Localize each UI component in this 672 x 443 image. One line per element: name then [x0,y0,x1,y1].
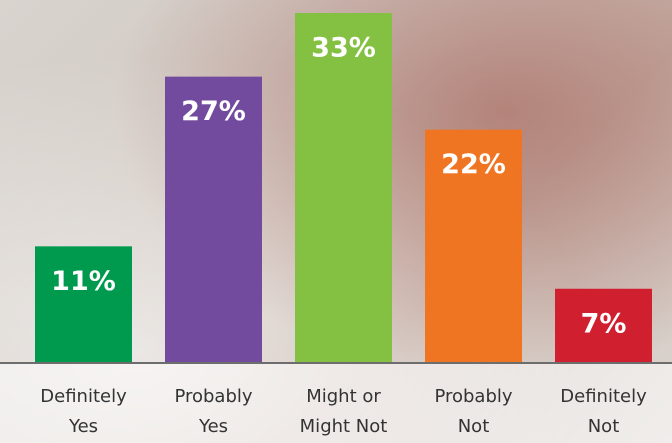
label-band [0,363,672,443]
bar [425,129,522,363]
bar [295,13,392,363]
bar [165,76,262,364]
x-tick-label: Definitely [560,386,647,407]
value-label: 22% [441,149,506,180]
value-label: 11% [51,266,116,297]
x-tick-label: Yes [198,416,228,437]
x-tick-label: Yes [68,416,98,437]
x-tick-label: Probably [174,386,252,407]
x-tick-label: Probably [434,386,512,407]
x-tick-label: Might Not [300,416,388,437]
value-label: 27% [181,96,246,127]
x-tick-label: Not [588,416,620,437]
bar [35,246,132,363]
x-tick-label: Might or [306,386,381,407]
x-tick-label: Not [458,416,490,437]
x-tick-label: Definitely [40,386,127,407]
bar [555,288,652,363]
value-label: 33% [311,33,376,64]
value-label: 7% [581,308,627,339]
